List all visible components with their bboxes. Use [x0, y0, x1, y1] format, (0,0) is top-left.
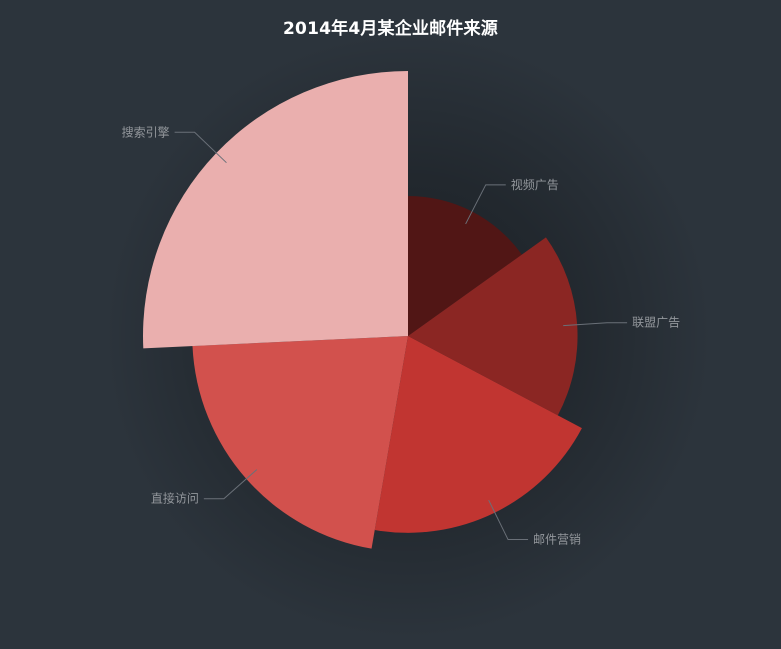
slice-label-3: 视频广告 [511, 177, 559, 192]
pie-slice-1[interactable] [374, 336, 582, 533]
slice-label-1: 邮件营销 [533, 533, 581, 547]
label-line-3 [465, 184, 506, 225]
slice-label-2: 联盟广告 [632, 316, 680, 330]
label-lines-group [174, 131, 628, 541]
pie-slice-0[interactable] [192, 336, 408, 549]
label-line-4 [174, 131, 227, 164]
label-line-2 [563, 322, 628, 327]
label-line-0 [203, 469, 258, 500]
slices-group [143, 71, 582, 549]
slice-label-4: 搜索引擎 [122, 124, 170, 139]
pie-slice-3[interactable] [408, 196, 522, 336]
slice-label-0: 直接访问 [151, 491, 199, 506]
pie-slice-2[interactable] [408, 237, 578, 416]
label-line-1 [488, 499, 529, 541]
pie-slice-4[interactable] [143, 71, 408, 349]
